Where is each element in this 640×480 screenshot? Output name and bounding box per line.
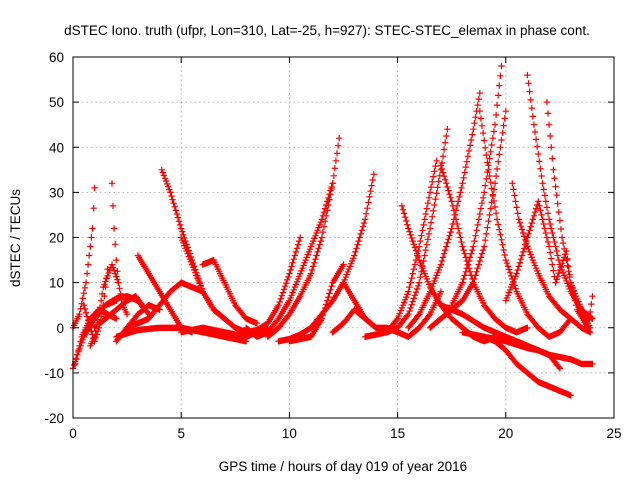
- y-tick-label: 60: [49, 50, 64, 65]
- y-tick-label: 40: [49, 140, 64, 155]
- y-tick-label: 10: [49, 276, 64, 291]
- data-series-points: [264, 180, 336, 340]
- data-series-points: [476, 108, 574, 340]
- data-series-points: [459, 329, 564, 372]
- y-axis-label: dSTEC / TECUs: [8, 189, 23, 287]
- x-tick-label: 5: [177, 426, 185, 441]
- data-series-points: [502, 198, 596, 331]
- x-axis-label: GPS time / hours of day 019 of year 2016: [219, 459, 467, 474]
- data-series-points: [383, 126, 451, 336]
- data-series-points: [178, 234, 228, 322]
- y-tick-label: 30: [49, 185, 64, 200]
- x-tick-label: 25: [606, 426, 621, 441]
- data-series-points: [340, 279, 380, 331]
- x-tick-label: 0: [69, 426, 77, 441]
- data-points: [69, 62, 596, 399]
- chart-title: dSTEC Iono. truth (ufpr, Lon=310, Lat=-2…: [64, 23, 590, 38]
- y-tick-label: 20: [49, 231, 64, 246]
- y-tick-label: -10: [44, 366, 64, 381]
- data-series-points: [199, 256, 261, 327]
- x-tick-label: 20: [498, 426, 513, 441]
- y-tick-label: 50: [49, 95, 64, 110]
- data-series-points: [437, 162, 531, 336]
- data-series-points: [509, 180, 594, 336]
- data-series-points: [123, 279, 206, 331]
- x-tick-label: 10: [282, 426, 297, 441]
- y-tick-label: 0: [56, 321, 64, 336]
- axis-ticks: 0 5 10 15 20 25 -20 -10 0 10 20 30 40 50 60: [44, 50, 621, 441]
- y-tick-label: -20: [44, 411, 64, 426]
- x-tick-label: 15: [390, 426, 405, 441]
